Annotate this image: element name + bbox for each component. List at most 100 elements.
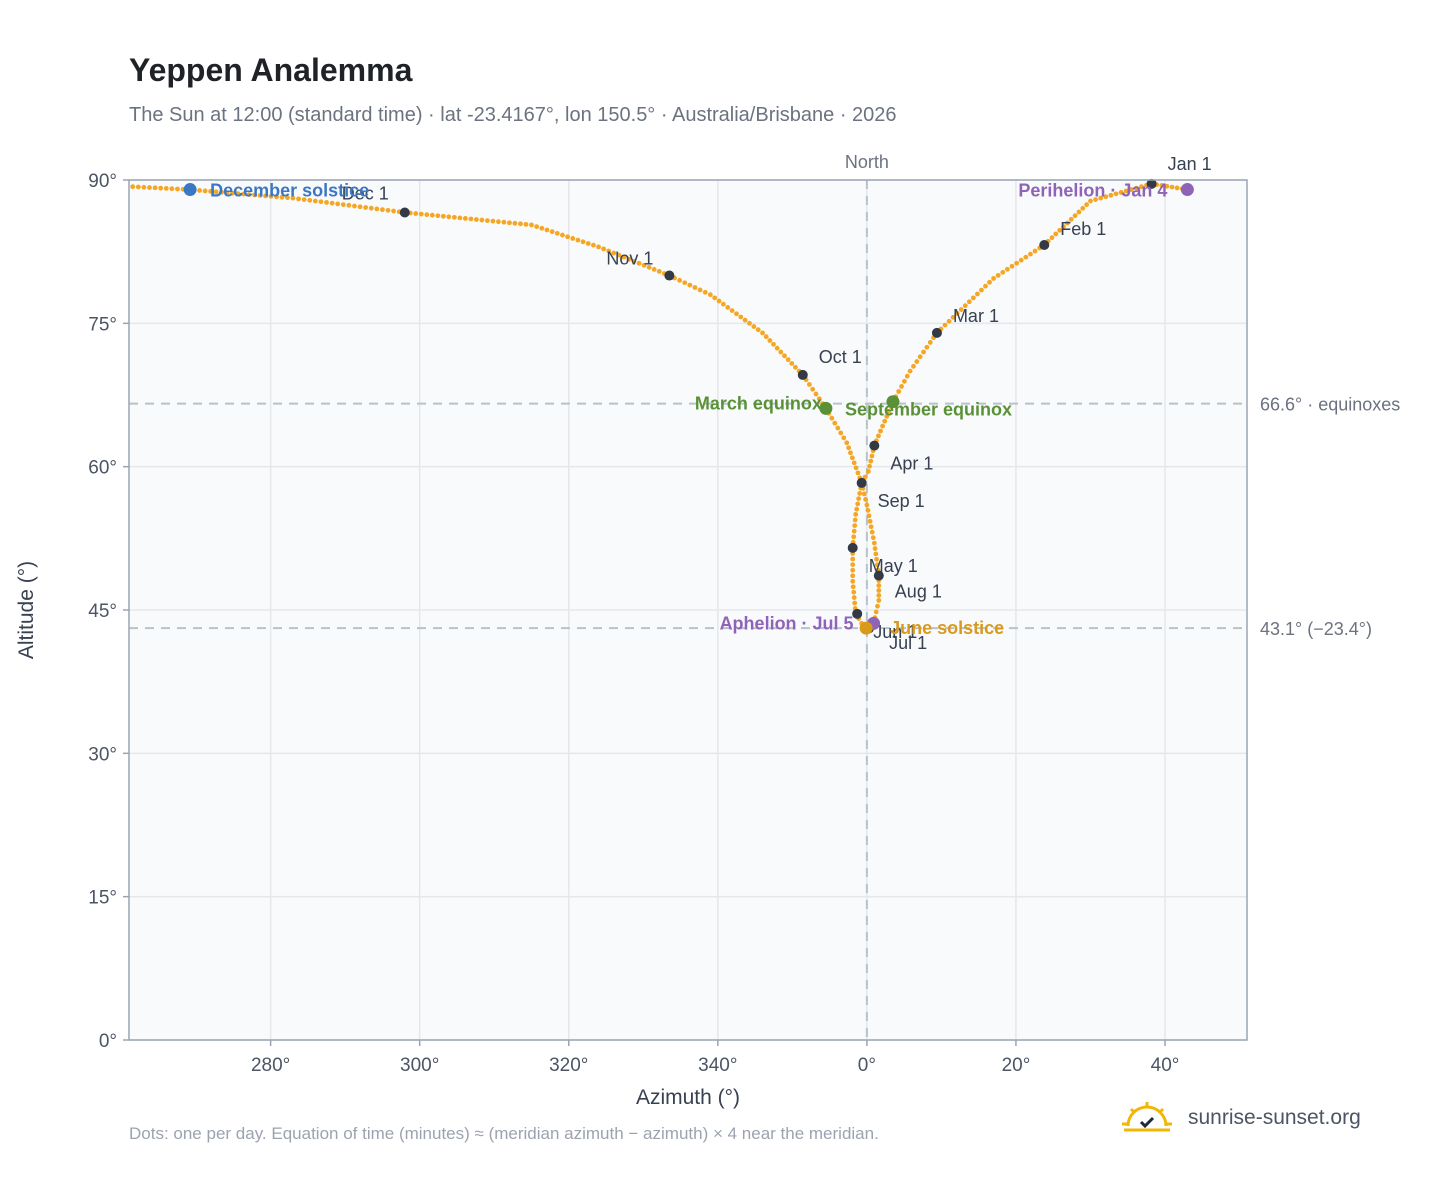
- footnote: Dots: one per day. Equation of time (min…: [129, 1124, 879, 1143]
- day-dot: [867, 463, 872, 469]
- day-dot: [585, 241, 591, 246]
- day-dot: [1174, 185, 1180, 191]
- day-dot: [656, 269, 662, 274]
- month-marker: [931, 327, 942, 338]
- x-tick-label: 320°: [549, 1055, 588, 1076]
- day-dot: [970, 295, 976, 301]
- day-dot: [857, 491, 863, 496]
- day-dot: [856, 496, 862, 502]
- day-dot: [451, 214, 457, 220]
- day-dot: [861, 491, 867, 497]
- day-dot: [1049, 235, 1055, 241]
- day-dot: [230, 190, 235, 196]
- day-dot: [1000, 269, 1006, 275]
- day-dot: [501, 219, 507, 225]
- month-marker: [852, 608, 863, 619]
- day-dot: [816, 396, 822, 402]
- day-dot: [707, 292, 713, 298]
- day-dot: [591, 242, 596, 248]
- day-dot: [596, 244, 601, 250]
- day-dot: [1159, 183, 1165, 188]
- day-dot: [518, 221, 523, 227]
- day-dot: [850, 556, 856, 562]
- day-dot: [899, 384, 904, 389]
- day-dot: [219, 189, 224, 195]
- day-dot: [789, 361, 795, 366]
- north-label: North: [845, 152, 889, 172]
- day-dot: [523, 221, 529, 227]
- month-marker: [1039, 239, 1050, 250]
- day-dot: [1128, 187, 1134, 192]
- brand[interactable]: sunrise-sunset.org: [1120, 1100, 1361, 1136]
- day-dot: [851, 589, 857, 595]
- day-dot: [813, 391, 819, 397]
- day-dot: [335, 201, 341, 207]
- axis-ticks: 0° 15° 30° 45° 60° 75° 90° 280° 300° 320° 340° 0° 20…: [88, 171, 1179, 1076]
- day-dot: [329, 200, 335, 206]
- day-dot: [867, 518, 873, 524]
- day-dot: [742, 317, 748, 323]
- x-tick-label: 280°: [251, 1055, 290, 1076]
- day-dot: [621, 254, 627, 260]
- day-dot: [865, 507, 871, 513]
- day-dot: [771, 341, 776, 347]
- day-dot: [991, 276, 996, 281]
- day-dot: [853, 512, 859, 517]
- day-dot: [942, 322, 948, 328]
- day-dot: [734, 311, 739, 317]
- day-dot: [570, 236, 576, 241]
- day-dot: [854, 506, 860, 512]
- day-dot: [870, 535, 876, 541]
- day-dot: [279, 194, 285, 200]
- day-dot: [866, 513, 872, 519]
- day-dot: [490, 218, 496, 224]
- day-dot: [606, 248, 612, 254]
- day-dot: [418, 211, 424, 217]
- day-dot: [565, 234, 570, 240]
- x-axis-label: Azimuth (°): [636, 1086, 740, 1109]
- day-dot: [391, 208, 396, 214]
- day-dot: [534, 224, 540, 230]
- day-dot: [363, 205, 369, 210]
- brand-name: sunrise-sunset.org: [1188, 1106, 1361, 1129]
- day-dot: [851, 460, 857, 466]
- day-dot: [851, 528, 857, 534]
- day-dot: [702, 289, 708, 295]
- day-dot: [778, 349, 784, 355]
- day-dot: [485, 218, 490, 223]
- day-dot: [235, 191, 241, 197]
- day-dot: [1123, 188, 1129, 194]
- day-dot: [1098, 195, 1104, 201]
- day-dot: [855, 501, 861, 507]
- day-dot: [914, 359, 920, 364]
- day-dot: [202, 188, 208, 194]
- y-axis-label: Altitude (°): [15, 561, 38, 659]
- day-dot: [296, 196, 301, 202]
- x-tick-label: 40°: [1151, 1055, 1180, 1076]
- day-dot: [636, 260, 642, 266]
- day-dot: [626, 256, 632, 262]
- day-dot: [135, 184, 141, 190]
- event-marker: [859, 621, 873, 635]
- day-dot: [318, 199, 324, 205]
- day-dot: [896, 389, 902, 394]
- day-dot: [1068, 216, 1074, 222]
- y-tick-label: 30°: [88, 744, 117, 765]
- day-dot: [197, 188, 203, 193]
- month-label: May 1: [869, 556, 918, 576]
- day-dot: [904, 373, 910, 379]
- day-dot: [479, 217, 485, 223]
- day-dot: [946, 318, 952, 324]
- day-dot: [995, 272, 1001, 278]
- event-marker: [183, 183, 197, 197]
- day-dot: [872, 546, 878, 551]
- event-marker: [819, 401, 833, 415]
- event-label: September equinox: [845, 400, 1012, 420]
- day-dot: [868, 524, 874, 530]
- day-dot: [1057, 227, 1063, 233]
- day-dot: [1164, 183, 1170, 189]
- month-label: Jan 1: [1168, 154, 1212, 174]
- month-marker: [797, 369, 808, 380]
- x-tick-label: 300°: [400, 1055, 439, 1076]
